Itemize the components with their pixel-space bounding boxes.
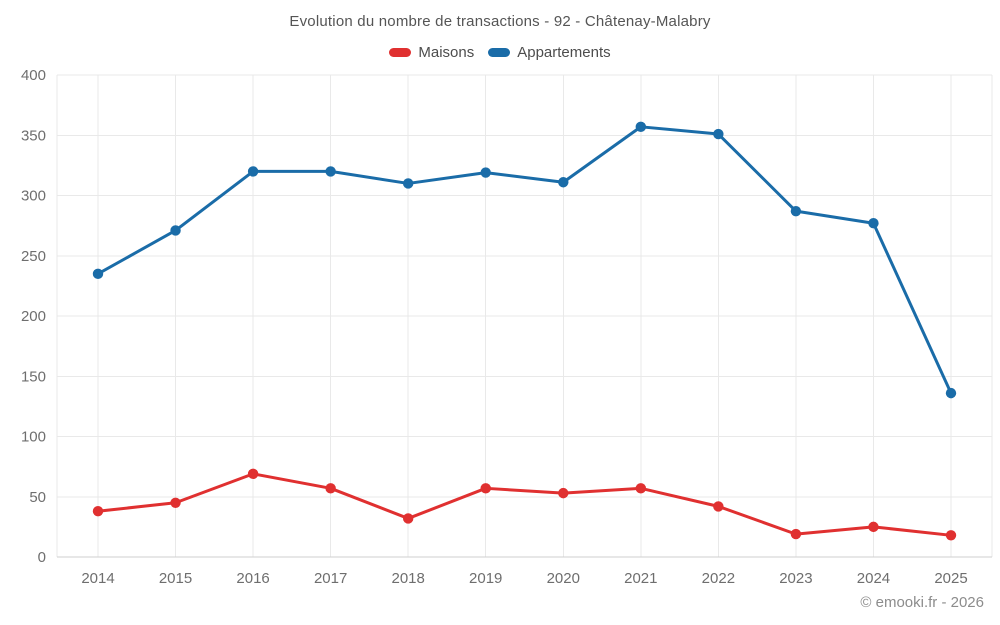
data-point-appartements[interactable] bbox=[713, 128, 724, 140]
data-point-maisons[interactable] bbox=[945, 530, 957, 541]
data-point-maisons[interactable] bbox=[868, 521, 879, 533]
data-point-appartements[interactable] bbox=[558, 177, 569, 188]
data-point-maisons[interactable] bbox=[713, 501, 724, 512]
y-axis-tick-label: 50 bbox=[29, 489, 46, 506]
copyright-text: © emooki.fr - 2026 bbox=[860, 594, 984, 611]
x-axis-tick-label: 2023 bbox=[779, 570, 812, 587]
legend-item-maisons[interactable]: Maisons bbox=[389, 44, 474, 61]
series-line-appartements bbox=[96, 125, 953, 395]
data-point-appartements[interactable] bbox=[868, 218, 879, 229]
data-point-appartements[interactable] bbox=[402, 178, 414, 189]
data-point-appartements[interactable] bbox=[92, 268, 104, 280]
data-point-maisons[interactable] bbox=[635, 483, 647, 494]
y-axis-tick-label: 300 bbox=[21, 188, 46, 205]
data-point-appartements[interactable] bbox=[247, 166, 259, 177]
data-point-maisons[interactable] bbox=[480, 483, 491, 494]
data-point-maisons[interactable] bbox=[402, 513, 414, 524]
data-point-appartements[interactable] bbox=[945, 387, 957, 399]
x-axis-tick-label: 2018 bbox=[391, 570, 424, 587]
x-axis-tick-label: 2025 bbox=[934, 570, 967, 587]
series-line-maisons bbox=[96, 472, 953, 537]
data-point-maisons[interactable] bbox=[170, 497, 181, 508]
data-point-appartements[interactable] bbox=[170, 225, 181, 236]
data-point-maisons[interactable] bbox=[790, 528, 802, 540]
data-point-maisons[interactable] bbox=[247, 468, 259, 480]
legend-label-appartements: Appartements bbox=[517, 44, 611, 61]
chart-title: Evolution du nombre de transactions - 92… bbox=[289, 13, 711, 30]
y-axis-tick-label: 250 bbox=[21, 248, 46, 265]
data-point-appartements[interactable] bbox=[635, 121, 647, 133]
legend-label-maisons: Maisons bbox=[418, 44, 475, 61]
data-point-maisons[interactable] bbox=[92, 506, 104, 517]
y-axis-tick-label: 350 bbox=[21, 127, 46, 144]
legend-item-appartements[interactable]: Appartements bbox=[488, 44, 611, 61]
x-axis-tick-label: 2021 bbox=[624, 570, 657, 587]
data-point-appartements[interactable] bbox=[790, 205, 802, 217]
x-axis-tick-label: 2024 bbox=[857, 570, 890, 587]
x-axis-tick-label: 2022 bbox=[702, 570, 735, 587]
y-axis-tick-label: 400 bbox=[21, 67, 46, 84]
y-axis-tick-label: 200 bbox=[21, 308, 46, 325]
data-point-maisons[interactable] bbox=[558, 487, 569, 499]
maisons-series-swatch-icon bbox=[389, 48, 412, 57]
data-point-appartements[interactable] bbox=[480, 167, 491, 178]
x-axis-tick-label: 2020 bbox=[547, 570, 580, 587]
legend: Maisons Appartements bbox=[0, 44, 1000, 61]
y-axis-tick-label: 0 bbox=[38, 549, 46, 566]
x-axis-tick-label: 2015 bbox=[159, 570, 192, 587]
y-axis-tick-label: 100 bbox=[21, 429, 46, 446]
data-point-appartements[interactable] bbox=[325, 166, 336, 177]
data-point-maisons[interactable] bbox=[325, 483, 336, 494]
x-axis-tick-label: 2014 bbox=[81, 570, 114, 587]
appartements-series-swatch-icon bbox=[488, 48, 511, 57]
x-axis-tick-label: 2017 bbox=[314, 570, 347, 587]
y-axis-tick-label: 150 bbox=[21, 368, 46, 385]
x-axis-tick-label: 2019 bbox=[469, 570, 502, 587]
x-axis-tick-label: 2016 bbox=[236, 570, 269, 587]
